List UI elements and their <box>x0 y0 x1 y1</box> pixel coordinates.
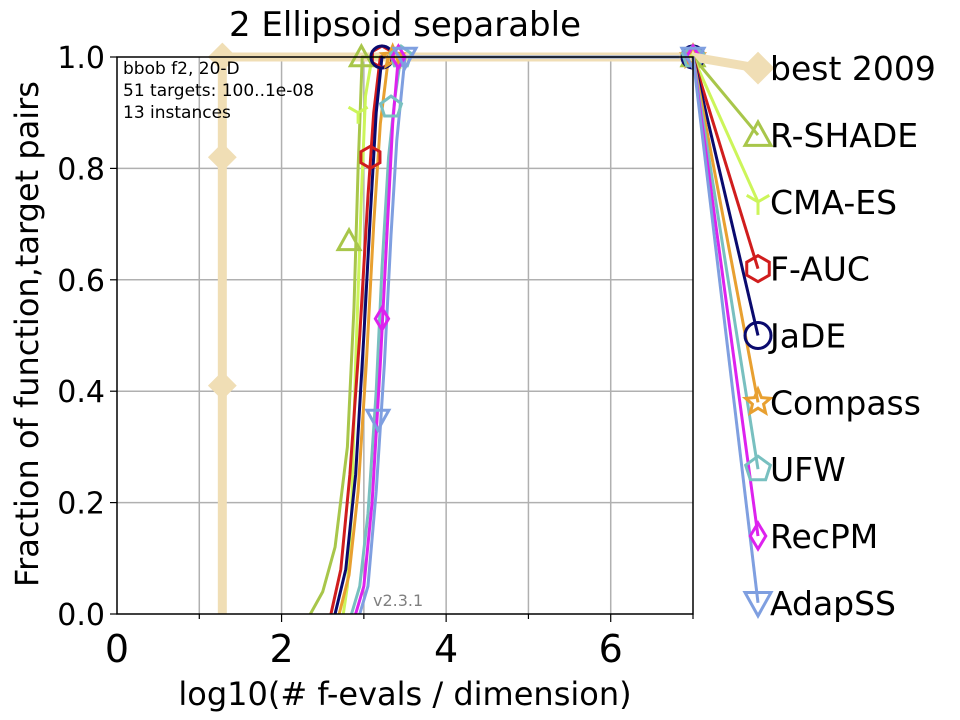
marker-best-2009 <box>207 371 237 401</box>
legend-marker-f-auc <box>745 253 771 284</box>
y-tick-label: 1.0 <box>57 41 105 76</box>
legend-marker-adapss <box>742 590 774 619</box>
info-line-1: bbob f2, 20-D <box>123 59 240 79</box>
legend-label-best-2009: best 2009 <box>770 49 936 88</box>
legend-connector-cma-es <box>691 56 760 203</box>
legend-label-adapss: AdapSS <box>770 584 896 623</box>
marker-adapss <box>391 46 419 72</box>
y-tick-label: 0.0 <box>57 598 105 633</box>
info-line-2: 51 targets: 100..1e-08 <box>123 81 314 101</box>
x-tick-label: 4 <box>434 627 458 671</box>
marker-r-shade <box>335 226 363 252</box>
series-line-r-shade <box>309 55 693 615</box>
legend-label-compass: Compass <box>770 383 921 422</box>
legend-connector-f-auc <box>691 56 760 270</box>
info-line-3: 13 instances <box>123 103 231 123</box>
x-tick-label: 6 <box>599 627 623 671</box>
legend-connector-adapss <box>691 56 760 604</box>
x-axis-label: log10(# f-evals / dimension) <box>178 675 631 713</box>
x-tick-label: 0 <box>105 627 129 671</box>
y-tick-label: 0.6 <box>57 264 105 299</box>
legend-label-jade: JaDE <box>768 317 846 356</box>
legend-label-recpm: RecPM <box>770 517 878 556</box>
legend-connector-jade <box>691 56 760 336</box>
y-tick-label: 0.4 <box>57 375 105 410</box>
legend-marker-compass <box>741 385 775 417</box>
y-tick-label: 0.8 <box>57 152 105 187</box>
marker-best-2009 <box>207 142 237 172</box>
y-axis-label: Fraction of function,target pairs <box>8 81 46 587</box>
y-tick-label: 0.2 <box>57 487 105 522</box>
legend-label-r-shade: R-SHADE <box>770 116 918 155</box>
version-label: v2.3.1 <box>373 591 423 610</box>
marker-adapss <box>364 408 392 434</box>
marker-cma-es <box>347 105 369 124</box>
legend-marker-recpm <box>748 520 768 552</box>
legend-marker-cma-es <box>745 194 771 215</box>
legend-marker-r-shade <box>742 118 774 147</box>
legend-marker-best-2009 <box>741 51 775 85</box>
series-line-adapss <box>358 55 693 615</box>
marker-recpm <box>390 43 407 71</box>
legend: best 2009 R-SHADE CMA-ES F-AUC JaDE Compass UF… <box>741 49 936 623</box>
chart-title: 2 Ellipsoid separable <box>229 5 581 45</box>
legend-marker-jade <box>743 321 773 350</box>
marker-r-shade <box>347 42 375 68</box>
legend-label-ufw: UFW <box>770 450 846 489</box>
plot-frame <box>116 56 694 615</box>
legend-label-f-auc: F-AUC <box>770 250 870 289</box>
marker-ufw <box>378 94 404 118</box>
axes: 0 2 4 6 0.0 0.2 0.4 0.6 0.8 1.0 <box>57 41 694 671</box>
marker-f-auc <box>359 144 382 170</box>
legend-label-cma-es: CMA-ES <box>770 183 897 222</box>
legend-marker-ufw <box>743 454 773 482</box>
legend-connector-r-shade <box>691 56 760 136</box>
x-tick-label: 2 <box>269 627 293 671</box>
marker-recpm <box>373 304 391 333</box>
